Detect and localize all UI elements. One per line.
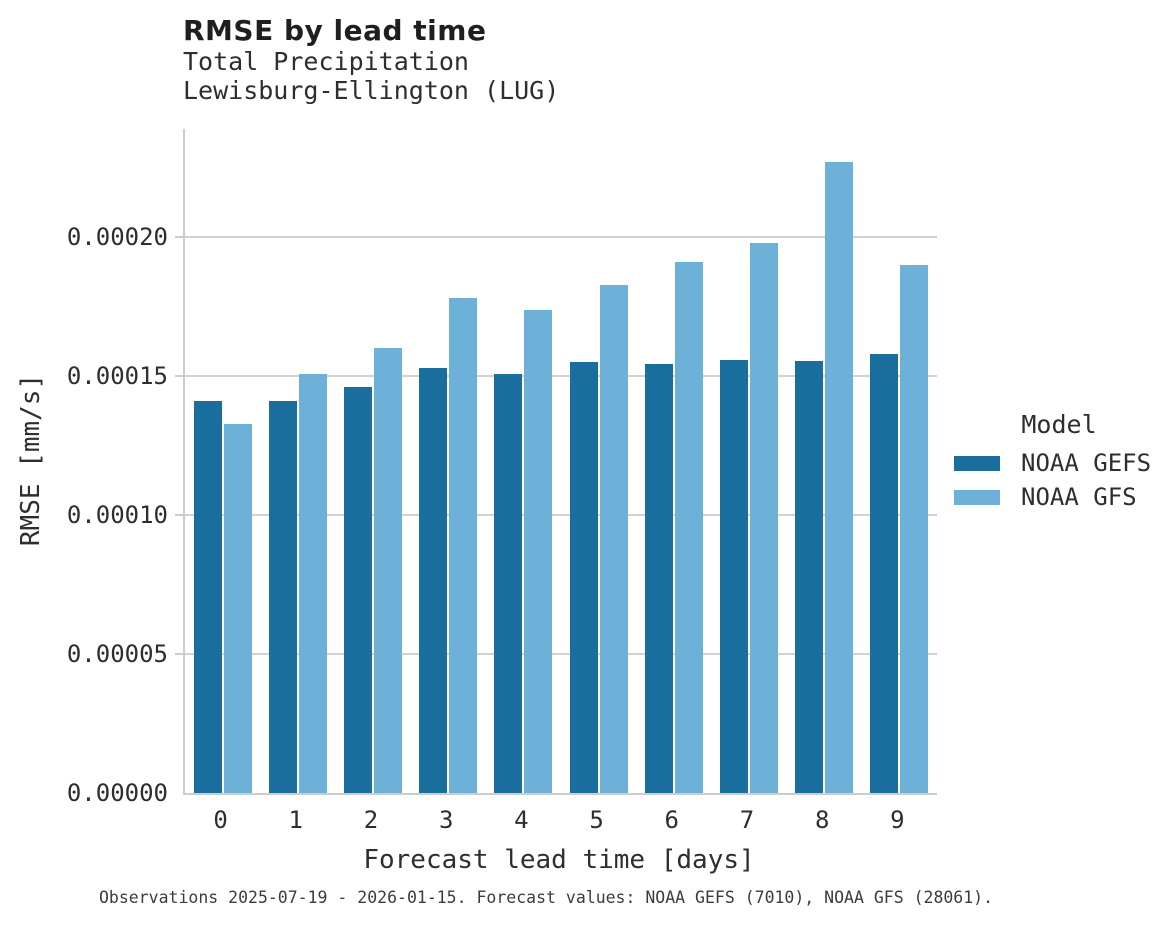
chart-header: RMSE by lead time Total Precipitation Le…: [183, 14, 559, 105]
x-tick-label-6: 6: [664, 806, 679, 834]
bar-noaa-gefs-day-9: [870, 354, 899, 793]
legend: Model NOAA GEFS NOAA GFS: [948, 410, 1170, 519]
bar-noaa-gfs-day-8: [825, 162, 854, 793]
bar-noaa-gfs-day-4: [524, 309, 553, 793]
footer-caption: Observations 2025-07-19 - 2026-01-15. Fo…: [99, 888, 994, 907]
bar-group-day-3: [411, 129, 486, 793]
x-tick-label-1: 1: [288, 806, 303, 834]
bar-noaa-gefs-day-1: [268, 401, 297, 793]
y-tick-mark: [175, 375, 185, 378]
legend-label: NOAA GFS: [1021, 483, 1137, 511]
bar-noaa-gfs-day-9: [900, 265, 929, 793]
bar-noaa-gfs-day-2: [373, 348, 402, 793]
legend-item-noaa-gfs: NOAA GFS: [948, 483, 1170, 511]
gridline-0.00005: [185, 653, 937, 656]
bar-noaa-gfs-day-5: [599, 284, 628, 793]
x-axis-title: Forecast lead time [days]: [363, 845, 755, 875]
bar-group-day-7: [711, 129, 786, 793]
chart-subtitle-variable: Total Precipitation: [183, 47, 469, 76]
bar-group-day-0: [185, 129, 260, 793]
legend-label: NOAA GEFS: [1021, 449, 1152, 477]
bar-noaa-gfs-day-1: [298, 373, 327, 793]
x-tick-label-3: 3: [438, 806, 454, 834]
x-tick-label-0: 0: [213, 806, 228, 834]
bar-group-day-4: [486, 129, 561, 793]
bar-noaa-gefs-day-5: [569, 362, 598, 793]
plot-area: [175, 129, 937, 795]
bars-layer: [185, 129, 937, 793]
bar-noaa-gefs-day-7: [719, 359, 748, 793]
gridline-0.00015: [185, 375, 937, 378]
x-axis-tick-labels: 0 1 2 3 4 5 6 7 8 9: [183, 806, 935, 836]
bar-noaa-gefs-day-4: [494, 373, 523, 793]
bar-group-day-6: [636, 129, 711, 793]
y-tick-label-0.00000: 0.00000: [66, 779, 168, 807]
bar-noaa-gefs-day-2: [343, 387, 372, 793]
bar-noaa-gfs-day-7: [749, 242, 778, 793]
bar-noaa-gefs-day-6: [644, 363, 673, 793]
gridline-0.00020: [185, 236, 937, 239]
y-tick-label-0.00015: 0.00015: [66, 362, 168, 391]
x-tick-label-9: 9: [890, 806, 905, 834]
bar-group-day-9: [862, 129, 937, 793]
y-tick-mark: [175, 514, 185, 517]
bar-noaa-gfs-day-6: [674, 262, 703, 793]
y-tick-label-0.00010: 0.00010: [66, 501, 168, 530]
bar-noaa-gfs-day-0: [223, 423, 252, 793]
gridline-0.00010: [185, 514, 937, 517]
bar-group-day-8: [787, 129, 862, 793]
bar-noaa-gfs-day-3: [449, 298, 478, 793]
x-tick-label-5: 5: [589, 806, 604, 834]
y-tick-mark: [175, 236, 185, 239]
legend-swatch-icon: [954, 489, 1000, 505]
bar-noaa-gefs-day-0: [193, 401, 222, 793]
y-tick-mark: [175, 653, 185, 656]
bar-noaa-gefs-day-3: [419, 367, 448, 793]
chart-subtitle-station: Lewisburg-Ellington (LUG): [183, 76, 560, 105]
x-tick-label-8: 8: [814, 806, 830, 834]
bar-group-day-5: [561, 129, 636, 793]
bar-group-day-1: [260, 129, 335, 793]
x-tick-label-7: 7: [739, 806, 755, 834]
x-tick-label-4: 4: [514, 806, 529, 834]
x-tick-label-2: 2: [363, 806, 379, 834]
legend-swatch-icon: [954, 455, 1000, 471]
bar-noaa-gefs-day-8: [795, 360, 824, 793]
y-tick-label-0.00020: 0.00020: [66, 223, 168, 252]
bar-group-day-2: [335, 129, 410, 793]
legend-items: NOAA GEFS NOAA GFS: [948, 449, 1170, 511]
legend-item-noaa-gefs: NOAA GEFS: [948, 449, 1170, 477]
legend-title: Model: [1021, 410, 1097, 439]
y-axis-tick-labels: 0.00000 0.00005 0.00010 0.00015 0.00020: [0, 129, 168, 807]
y-tick-label-0.00005: 0.00005: [66, 640, 168, 669]
chart-title: RMSE by lead time: [183, 14, 487, 47]
